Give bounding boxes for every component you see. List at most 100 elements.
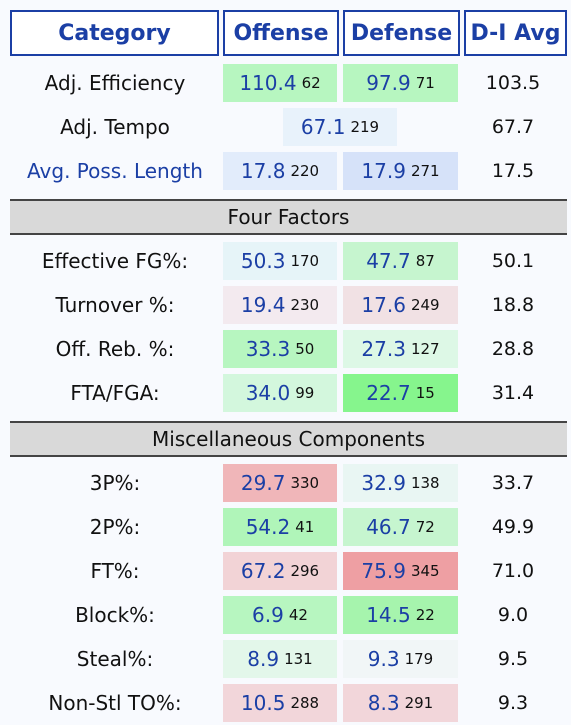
header-category[interactable]: Category — [10, 10, 219, 56]
offense-cell: 8.9 131 — [223, 640, 337, 678]
offense-rank: 170 — [290, 252, 320, 270]
defense-cell: 75.9 345 — [343, 552, 458, 590]
section-title: Miscellaneous Components — [151, 427, 426, 451]
row-effective-fg: Effective FG%: 50.3 170 47.7 87 50.1 — [0, 239, 571, 283]
defense-value[interactable]: 75.9 — [361, 559, 406, 583]
offense-value[interactable]: 6.9 — [252, 603, 284, 627]
defense-cell: 9.3 179 — [343, 640, 458, 678]
row-non-stl-to: Non-Stl TO%: 10.5 288 8.3 291 9.3 — [0, 681, 571, 725]
defense-rank: 179 — [404, 650, 434, 668]
offense-value[interactable]: 34.0 — [245, 381, 291, 405]
offense-cell: 110.4 62 — [223, 64, 337, 102]
defense-value[interactable]: 14.5 — [366, 603, 411, 627]
header-defense[interactable]: Defense — [343, 10, 460, 56]
row-avg-poss-length: Avg. Poss. Length 17.8 220 17.9 271 17.5 — [0, 149, 571, 193]
offense-cell: 33.3 50 — [223, 330, 337, 368]
header-category-label: Category — [58, 20, 171, 46]
defense-value[interactable]: 27.3 — [361, 337, 406, 361]
offense-cell: 67.2 296 — [223, 552, 337, 590]
header-davg[interactable]: D-I Avg — [464, 10, 567, 56]
tempo-cell: 67.1 219 — [283, 108, 397, 146]
row-label: Adj. Efficiency — [44, 71, 186, 95]
offense-rank: 330 — [290, 474, 320, 492]
defense-value[interactable]: 47.7 — [366, 249, 411, 273]
row-adj-efficiency: Adj. Efficiency 110.4 62 97.9 71 103.5 — [0, 61, 571, 105]
offense-value[interactable]: 50.3 — [240, 249, 286, 273]
defense-cell: 97.9 71 — [343, 64, 458, 102]
offense-cell: 34.0 99 — [223, 374, 337, 412]
offense-value[interactable]: 54.2 — [245, 515, 291, 539]
offense-value[interactable]: 8.9 — [247, 647, 280, 671]
offense-cell: 29.7 330 — [223, 464, 337, 502]
header-defense-label: Defense — [350, 20, 453, 46]
davg-value: 33.7 — [491, 472, 535, 494]
defense-rank: 127 — [410, 340, 440, 358]
defense-value[interactable]: 97.9 — [366, 71, 411, 95]
row-label: 2P%: — [89, 515, 141, 539]
defense-cell: 14.5 22 — [343, 596, 458, 634]
davg-value: 17.5 — [491, 160, 535, 182]
row-label: FTA/FGA: — [70, 381, 160, 405]
defense-rank: 345 — [410, 562, 440, 580]
defense-rank: 271 — [410, 162, 440, 180]
davg-value: 67.7 — [491, 116, 535, 138]
davg-value: 9.0 — [497, 604, 529, 626]
row-label: Off. Reb. %: — [55, 337, 175, 361]
defense-value[interactable]: 32.9 — [361, 471, 406, 495]
row-label: Block%: — [75, 603, 155, 627]
offense-cell: 17.8 220 — [223, 152, 337, 190]
offense-rank: 42 — [288, 606, 308, 624]
defense-cell: 22.7 15 — [343, 374, 458, 412]
offense-value[interactable]: 110.4 — [239, 71, 297, 95]
header-offense[interactable]: Offense — [223, 10, 339, 56]
davg-value: 9.5 — [497, 648, 529, 670]
defense-cell: 27.3 127 — [343, 330, 458, 368]
offense-cell: 54.2 41 — [223, 508, 337, 546]
offense-value[interactable]: 29.7 — [240, 471, 286, 495]
tempo-value[interactable]: 67.1 — [300, 115, 346, 139]
offense-rank: 288 — [290, 694, 320, 712]
row-ft: FT%: 67.2 296 75.9 345 71.0 — [0, 549, 571, 593]
offense-cell: 10.5 288 — [223, 684, 337, 722]
davg-value: 50.1 — [491, 250, 535, 272]
row-3p: 3P%: 29.7 330 32.9 138 33.7 — [0, 461, 571, 505]
davg-value: 103.5 — [485, 72, 541, 94]
offense-value[interactable]: 67.2 — [240, 559, 286, 583]
defense-cell: 8.3 291 — [343, 684, 458, 722]
defense-value[interactable]: 17.6 — [361, 293, 406, 317]
defense-value[interactable]: 22.7 — [366, 381, 411, 405]
row-label: Non-Stl TO%: — [48, 691, 182, 715]
offense-cell: 6.9 42 — [223, 596, 337, 634]
avg-poss-length-link[interactable]: Avg. Poss. Length — [27, 159, 203, 183]
defense-cell: 32.9 138 — [343, 464, 458, 502]
offense-value[interactable]: 17.8 — [240, 159, 286, 183]
defense-value[interactable]: 8.3 — [367, 691, 400, 715]
offense-value[interactable]: 10.5 — [240, 691, 286, 715]
defense-rank: 72 — [415, 518, 435, 536]
defense-rank: 249 — [410, 296, 440, 314]
defense-cell: 47.7 87 — [343, 242, 458, 280]
davg-value: 18.8 — [491, 294, 535, 316]
defense-value[interactable]: 17.9 — [361, 159, 406, 183]
offense-rank: 220 — [290, 162, 320, 180]
offense-rank: 230 — [290, 296, 320, 314]
davg-value: 49.9 — [491, 516, 535, 538]
defense-value[interactable]: 9.3 — [367, 647, 400, 671]
header-offense-label: Offense — [233, 20, 329, 46]
davg-value: 28.8 — [491, 338, 535, 360]
defense-value[interactable]: 46.7 — [366, 515, 411, 539]
offense-rank: 296 — [290, 562, 320, 580]
row-2p: 2P%: 54.2 41 46.7 72 49.9 — [0, 505, 571, 549]
offense-value[interactable]: 33.3 — [245, 337, 291, 361]
row-label: 3P%: — [89, 471, 141, 495]
row-label: Effective FG%: — [41, 249, 189, 273]
offense-rank: 50 — [295, 340, 315, 358]
davg-value: 9.3 — [497, 692, 529, 714]
row-off-reb: Off. Reb. %: 33.3 50 27.3 127 28.8 — [0, 327, 571, 371]
offense-value[interactable]: 19.4 — [240, 293, 286, 317]
row-adj-tempo: Adj. Tempo 67.1 219 67.7 — [0, 105, 571, 149]
defense-cell: 46.7 72 — [343, 508, 458, 546]
offense-rank: 62 — [301, 74, 321, 92]
offense-cell: 19.4 230 — [223, 286, 337, 324]
row-label: Steal%: — [76, 647, 154, 671]
